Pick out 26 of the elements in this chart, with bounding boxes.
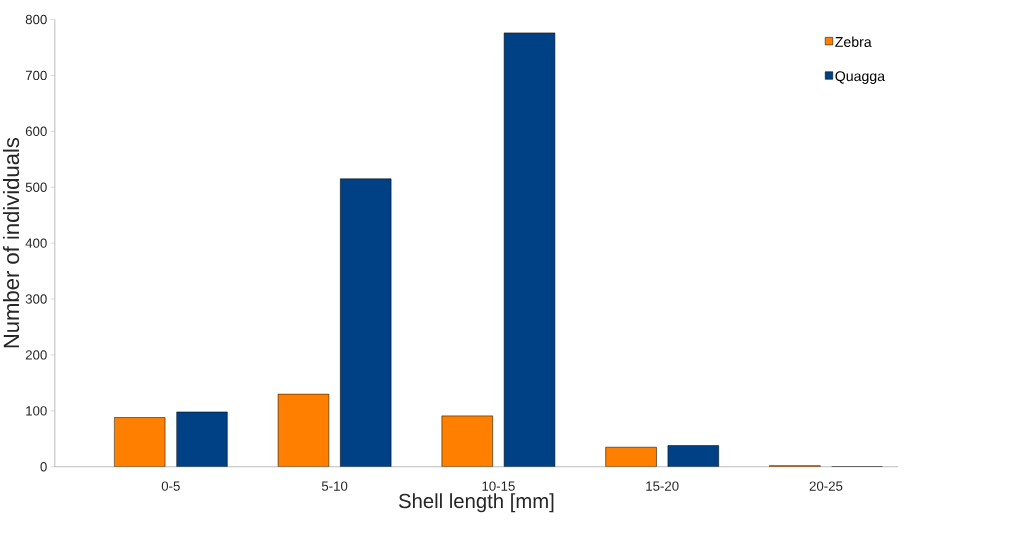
bar (114, 417, 166, 467)
x-tick-label: 20-25 (809, 481, 843, 491)
y-tick-label: 300 (25, 294, 47, 304)
legend-label: Quagga (835, 71, 886, 85)
y-tick-label: 400 (25, 238, 47, 248)
bar (277, 393, 330, 467)
y-tick-label: 100 (26, 406, 47, 416)
bar (667, 445, 719, 467)
x-tick-label: 15-20 (646, 481, 679, 491)
y-tick-label: 700 (25, 70, 47, 81)
bar (441, 415, 493, 467)
y-tick-label: 800 (25, 14, 47, 25)
legend-label: Zebra (835, 36, 872, 48)
y-tick-label: 600 (25, 126, 47, 137)
y-tick-label: 200 (25, 350, 47, 360)
bar (176, 411, 228, 467)
bar (503, 32, 556, 467)
y-axis-title: Number of individuals (2, 138, 20, 348)
bar (605, 447, 657, 467)
x-axis-title: Shell length [mm] (398, 493, 554, 513)
x-tick-label: 0-5 (161, 481, 180, 491)
y-tick-label: 500 (25, 182, 47, 193)
x-tick-label: 5-10 (321, 481, 348, 491)
bar (340, 178, 392, 467)
y-tick-label: 0 (40, 462, 47, 472)
x-tick-label: 10-15 (482, 481, 515, 491)
